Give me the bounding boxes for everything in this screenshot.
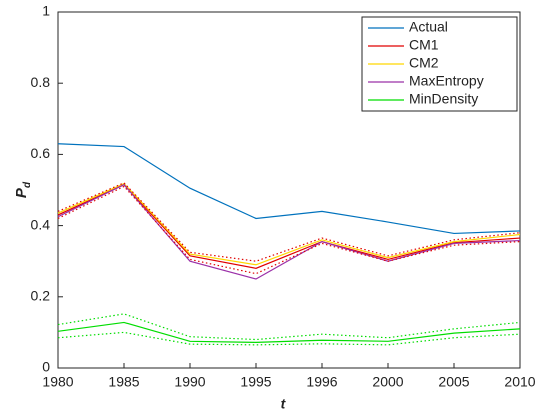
y-tick-label: 0.8 [31, 74, 51, 90]
y-label-sub: d [22, 181, 33, 188]
y-axis-label: Pd [13, 181, 33, 198]
series-line [57, 185, 521, 275]
x-tick-label: 1996 [306, 374, 337, 390]
legend-label: MaxEntropy [409, 73, 484, 89]
y-tick-label: 0.2 [31, 288, 51, 304]
legend-label: Actual [409, 19, 448, 35]
legend-label: MinDensity [409, 91, 478, 107]
x-tick-label: 2010 [504, 374, 535, 390]
x-tick-label: 1995 [240, 374, 271, 390]
x-tick-label: 1990 [174, 374, 205, 390]
y-label-main: P [13, 187, 30, 198]
x-tick-label: 2000 [372, 374, 403, 390]
legend-label: CM1 [409, 37, 439, 53]
x-tick-label: 1980 [42, 374, 73, 390]
series-line [57, 183, 521, 280]
series-line [57, 331, 521, 346]
y-tick-label: 0.4 [31, 216, 51, 232]
x-axis-label: t [281, 396, 287, 412]
y-tick-label: 0.6 [31, 145, 51, 161]
y-tick-label: 1 [42, 3, 50, 19]
series-line [57, 321, 521, 343]
legend-label: CM2 [409, 55, 439, 71]
series-line [57, 182, 521, 262]
series-line [57, 143, 521, 235]
y-tick-label: 0 [42, 359, 50, 375]
x-tick-label: 2005 [438, 374, 469, 390]
series-line [57, 182, 521, 266]
x-tick-label: 1985 [108, 374, 139, 390]
